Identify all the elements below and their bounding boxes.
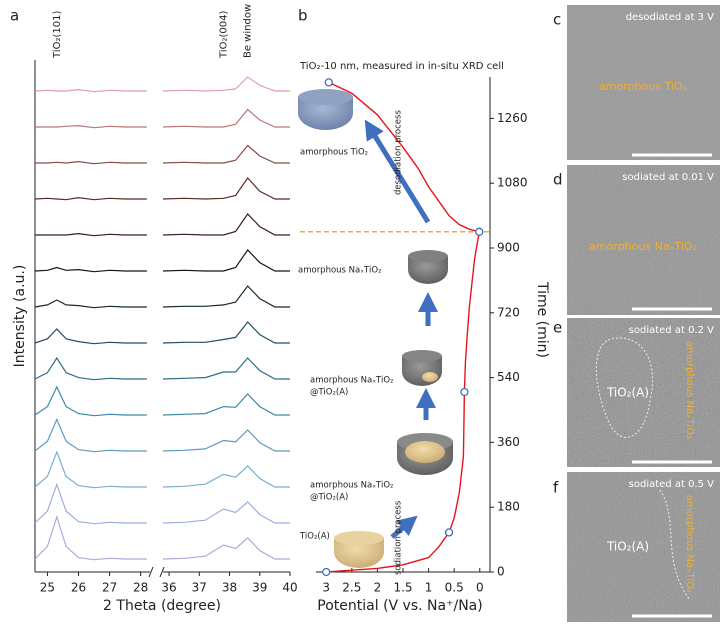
peak-annotation: Be window bbox=[243, 4, 254, 58]
x-tick-label: 2.5 bbox=[342, 581, 361, 595]
image-caption: sodiated at 0.01 V bbox=[622, 172, 714, 183]
image-label: TiO₂(A) bbox=[606, 386, 649, 400]
image-caption: sodiated at 0.5 V bbox=[629, 479, 714, 490]
x-tick-label: 2 bbox=[374, 581, 382, 595]
annotation: @TiO₂(A) bbox=[310, 493, 348, 503]
x-tick-label: 27 bbox=[102, 581, 117, 595]
xrd-trace bbox=[34, 482, 290, 525]
annotation: amorphous TiO₂ bbox=[300, 148, 368, 158]
x-axis-label: 2 Theta (degree) bbox=[103, 598, 221, 614]
annotation: desodiation process bbox=[394, 110, 404, 195]
image-label: TiO₂(A) bbox=[606, 540, 649, 554]
marker bbox=[475, 227, 484, 236]
xrd-trace bbox=[35, 144, 290, 165]
annotation: @TiO₂(A) bbox=[310, 388, 348, 398]
y-tick-label: 360 bbox=[497, 435, 520, 449]
panel-label: d bbox=[553, 171, 563, 189]
xrd-trace bbox=[35, 108, 290, 129]
xrd-trace bbox=[34, 177, 290, 201]
image-annotation: amorphous NaₓTiO₂ bbox=[684, 495, 695, 593]
y-axis-label: Time (min) bbox=[534, 281, 550, 358]
xrd-trace bbox=[34, 417, 290, 453]
panel-label: f bbox=[553, 479, 559, 497]
y-tick-label: 900 bbox=[497, 241, 520, 255]
image-annotation: amorphous NaₓTiO₂ bbox=[589, 240, 697, 253]
xrd-trace bbox=[34, 249, 290, 273]
x-tick-label: 38 bbox=[222, 581, 237, 595]
annotation: amorphous NaₓTiO₂ bbox=[298, 266, 381, 276]
x-tick-label: 36 bbox=[161, 581, 176, 595]
image-annotation: amorphous TiO₂ bbox=[599, 80, 687, 93]
y-tick-label: 180 bbox=[497, 500, 520, 514]
xrd-trace bbox=[35, 213, 290, 237]
annotation: amorphous NaₓTiO₂ bbox=[310, 481, 393, 491]
xrd-trace bbox=[34, 76, 290, 93]
marker bbox=[460, 387, 469, 397]
panel-label: e bbox=[553, 319, 562, 337]
illustrations bbox=[298, 89, 453, 568]
x-tick-label: 40 bbox=[282, 581, 297, 595]
xrd-trace bbox=[34, 385, 290, 417]
peak-annotation: TiO₂(101) bbox=[52, 11, 63, 59]
xrd-trace bbox=[34, 285, 290, 309]
marker bbox=[324, 78, 333, 87]
x-tick-label: 26 bbox=[71, 581, 86, 595]
peak-annotation: TiO₂(004) bbox=[218, 11, 229, 59]
x-tick-label: 39 bbox=[252, 581, 267, 595]
y-tick-label: 540 bbox=[497, 370, 520, 384]
x-axis-label: Potential (V vs. Na⁺/Na) bbox=[317, 598, 482, 614]
y-tick-label: 1260 bbox=[497, 111, 528, 125]
curve bbox=[326, 81, 481, 573]
x-tick-label: 28 bbox=[133, 581, 148, 595]
x-tick-label: 37 bbox=[192, 581, 207, 595]
panel-label: b bbox=[298, 7, 308, 25]
y-tick-label: 1080 bbox=[497, 176, 528, 190]
chart-title: TiO₂-10 nm, measured in in-situ XRD cell bbox=[299, 61, 504, 72]
x-tick-label: 1 bbox=[425, 581, 433, 595]
marker bbox=[444, 528, 454, 537]
marker bbox=[322, 567, 331, 577]
xrd-trace bbox=[34, 356, 290, 381]
image-caption: desodiated at 3 V bbox=[626, 12, 714, 23]
panel-label: c bbox=[553, 11, 561, 29]
tem-images bbox=[567, 5, 720, 622]
x-tick-label: 25 bbox=[40, 581, 55, 595]
annotation: TiO₂(A) bbox=[299, 532, 330, 542]
annotation: sodiation process bbox=[394, 500, 404, 575]
y-tick-label: 720 bbox=[497, 305, 520, 319]
xrd-trace bbox=[34, 450, 290, 489]
x-tick-label: 1.5 bbox=[393, 581, 412, 595]
image-annotation: amorphous NaₓTiO₂ bbox=[684, 341, 695, 439]
x-tick-label: 0.5 bbox=[445, 581, 464, 595]
image-caption: sodiated at 0.2 V bbox=[629, 325, 714, 336]
y-tick-label: 0 bbox=[497, 565, 505, 579]
xrd-trace bbox=[34, 321, 290, 345]
annotation: amorphous NaₓTiO₂ bbox=[310, 376, 393, 386]
panel-label: a bbox=[10, 7, 19, 25]
x-tick-label: 0 bbox=[476, 581, 484, 595]
x-tick-label: 3 bbox=[322, 581, 330, 595]
y-axis-label: Intensity (a.u.) bbox=[12, 265, 28, 368]
axis-break bbox=[148, 566, 165, 578]
xrd-trace bbox=[34, 515, 290, 561]
